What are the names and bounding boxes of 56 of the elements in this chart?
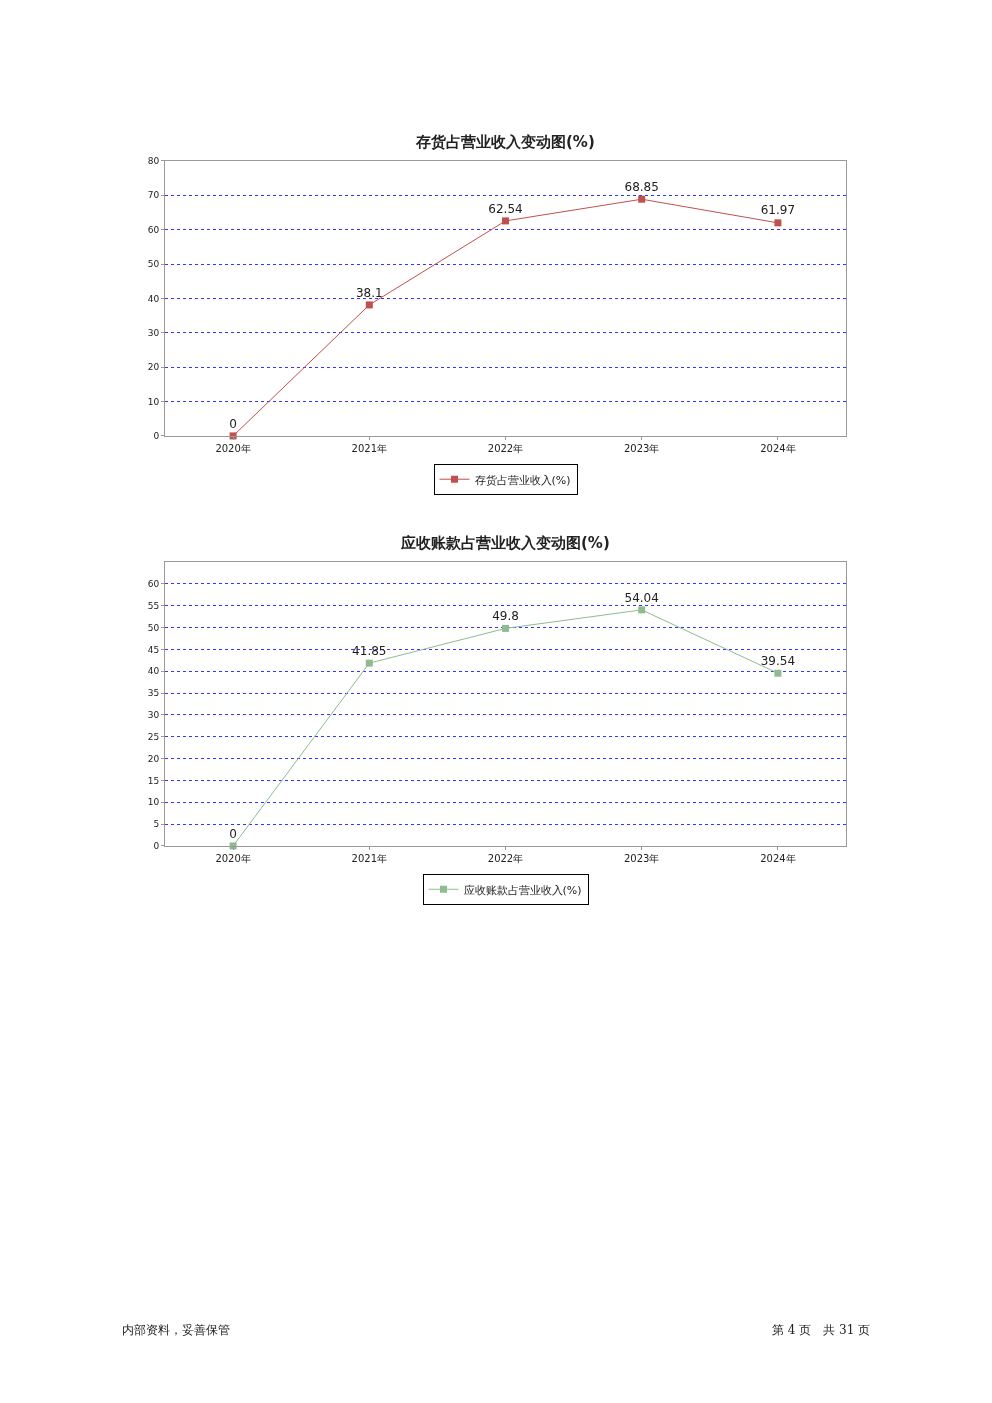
y-tick-label: 70	[147, 190, 160, 201]
y-tick-label: 30	[147, 710, 160, 721]
y-tick-label: 40	[147, 666, 160, 677]
data-label: 41.85	[352, 643, 387, 658]
data-label: 54.04	[624, 590, 659, 605]
data-label: 39.54	[760, 653, 796, 668]
data-label: 62.54	[488, 201, 523, 216]
point	[638, 195, 646, 203]
x-tick-label: 2020年	[215, 442, 251, 454]
x-tick-label: 2023年	[623, 852, 660, 864]
data-label: 49.8	[492, 609, 519, 624]
y-tick-label: 20	[147, 362, 160, 373]
y-tick-label: 35	[147, 688, 160, 699]
x-tick-label: 2021年	[351, 852, 388, 864]
y-tick-label: 5	[153, 819, 160, 830]
x-tick-label: 2023年	[623, 442, 660, 454]
point	[774, 669, 782, 677]
y-tick-label: 55	[147, 600, 160, 611]
text: 第 4 页 共 31 页	[772, 1323, 871, 1337]
point	[774, 219, 782, 227]
y-tick-label: 10	[147, 797, 160, 808]
chart-title: 应收账款占营业收入变动图(%)	[400, 534, 610, 552]
y-tick-label: 20	[147, 753, 160, 764]
legend-label: 应收账款占营业收入(%)	[463, 883, 582, 897]
y-tick-label: 0	[153, 841, 160, 852]
y-tick-label: 0	[153, 431, 160, 442]
x-tick-label: 2022年	[487, 442, 524, 454]
text: 内部资料，妥善保管	[122, 1323, 230, 1337]
point	[502, 217, 509, 225]
y-tick-label: 15	[147, 775, 160, 786]
y-tick-label: 80	[147, 156, 160, 167]
data-label: 68.85	[624, 179, 659, 194]
y-tick-label: 10	[147, 396, 160, 407]
y-tick-label: 50	[147, 259, 160, 270]
legend-label: 存货占营业收入(%)	[474, 473, 571, 487]
y-tick-label: 30	[147, 327, 160, 338]
point	[365, 659, 373, 667]
y-tick-label: 60	[147, 578, 160, 589]
data-label: 61.97	[760, 203, 796, 218]
point	[638, 606, 646, 614]
y-tick-label: 25	[147, 731, 160, 742]
chart-title: 存货占营业收入变动图(%)	[415, 133, 595, 151]
x-tick-label: 2021年	[351, 442, 388, 454]
y-tick-label: 45	[147, 644, 160, 655]
x-tick-label: 2024年	[760, 442, 796, 454]
y-tick-label: 50	[147, 622, 160, 633]
point	[502, 624, 509, 632]
data-label: 38.1	[355, 285, 383, 300]
x-tick-label: 2022年	[487, 852, 524, 864]
y-tick-label: 60	[147, 224, 160, 235]
x-tick-label: 2024年	[760, 852, 796, 864]
data-label: 0	[229, 826, 237, 841]
data-label: 0	[229, 416, 237, 431]
x-tick-label: 2020年	[215, 852, 251, 864]
y-tick-label: 40	[147, 293, 160, 304]
point	[365, 301, 373, 309]
